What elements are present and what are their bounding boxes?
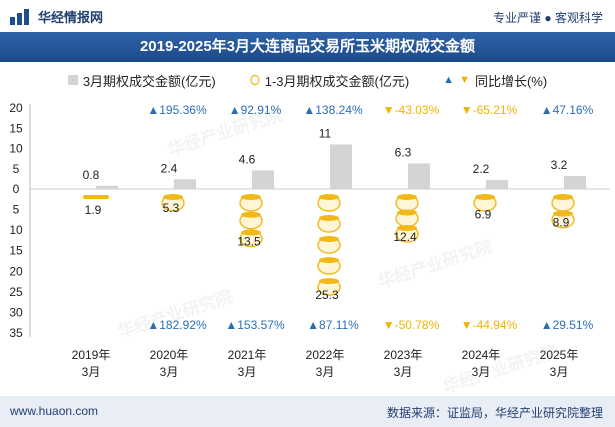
x-tick-label: 2019年 xyxy=(72,348,111,362)
x-tick-label: 3月 xyxy=(550,365,569,379)
growth-march-label: ▼-65.21% xyxy=(461,103,518,117)
x-tick-label: 2024年 xyxy=(462,348,501,362)
x-tick-label: 3月 xyxy=(472,365,491,379)
triangle-up-icon: ▲ xyxy=(443,74,455,86)
footer: www.huaon.com 数据来源：证监局，华经产业研究院整理 xyxy=(0,396,615,427)
y-tick-label: 10 xyxy=(9,223,23,237)
coin-mark xyxy=(161,194,185,212)
bar-value-label: 2.4 xyxy=(161,161,178,175)
y-tick-label: 5 xyxy=(13,162,20,176)
y-tick-label: 25 xyxy=(9,285,23,299)
brand[interactable]: 华经情报网 xyxy=(10,7,103,26)
coin-mark xyxy=(317,194,341,212)
chart-canvas: 20 15 10 5 0 5 10 15 20 25 30 35 0.8 1.9 2019年 3月 2.4 5.3… xyxy=(9,101,610,379)
legend-bar: 3月期权成交金额(亿元) xyxy=(67,70,216,90)
coin-mark xyxy=(317,257,341,275)
x-tick-label: 3月 xyxy=(394,365,413,379)
brand-name: 华经情报网 xyxy=(38,10,104,25)
coin-mark xyxy=(395,194,419,212)
legend-coin: 1-3月期权成交金额(亿元) xyxy=(250,70,409,90)
coin-icon xyxy=(250,75,260,85)
slogan: 专业严谨 ● 客观科学 xyxy=(493,11,603,25)
x-tick-label: 3月 xyxy=(238,365,257,379)
y-tick-label: 35 xyxy=(9,326,23,340)
legend: 3月期权成交金额(亿元) 1-3月期权成交金额(亿元) ▲ ▼ 同比增长(%) xyxy=(0,70,615,90)
coin-mark xyxy=(317,278,341,296)
bar-value-label: 4.6 xyxy=(239,152,256,166)
y-tick-label: 10 xyxy=(9,142,23,156)
coin-mark xyxy=(395,225,419,243)
y-tick-label: 20 xyxy=(9,101,23,115)
coin-value-label: 13.5 xyxy=(237,235,261,249)
legend-coin-label: 1-3月期权成交金额(亿元) xyxy=(264,73,410,89)
bar-value-label: 6.3 xyxy=(395,145,412,159)
growth-q1-label: ▲87.11% xyxy=(307,318,359,332)
bar-march xyxy=(96,185,118,189)
coin-value-label: 5.3 xyxy=(163,201,180,215)
top-bar: 华经情报网 专业严谨 ● 客观科学 xyxy=(0,0,615,32)
growth-q1-label: ▼-44.94% xyxy=(461,318,518,332)
growth-q1-label: ▲153.57% xyxy=(225,318,285,332)
y-tick-label: 20 xyxy=(9,264,23,278)
coin-mark xyxy=(239,194,263,212)
growth-q1-label: ▼-50.78% xyxy=(383,318,440,332)
triangle-down-icon: ▼ xyxy=(459,74,470,86)
legend-bar-label: 3月期权成交金额(亿元) xyxy=(82,73,216,89)
coin-mark xyxy=(551,194,575,212)
bar-march xyxy=(330,144,352,189)
y-tick-label: 15 xyxy=(9,244,23,258)
legend-growth: ▲ ▼ 同比增长(%) xyxy=(443,70,547,90)
y-tick-label: 0 xyxy=(13,182,20,196)
growth-q1-label: ▲182.92% xyxy=(147,318,207,332)
growth-march-label: ▲47.16% xyxy=(541,103,594,117)
site-link[interactable]: www.huaon.com xyxy=(10,404,99,418)
bar-value-label: 11 xyxy=(319,126,332,140)
x-tick-label: 2022年 xyxy=(306,348,345,362)
bar-march xyxy=(174,179,196,189)
x-tick-label: 2025年 xyxy=(540,348,579,362)
chart-title: 2019-2025年3月大连商品交易所玉米期权成交金额 xyxy=(0,32,615,62)
bar-value-label: 3.2 xyxy=(551,158,568,172)
coin-value-label: 6.9 xyxy=(475,207,492,221)
growth-march-label: ▼-43.03% xyxy=(383,103,440,117)
bar-march xyxy=(408,163,430,189)
coin-mark xyxy=(317,236,341,254)
coin-mark xyxy=(473,194,497,212)
coin-value-label: 1.9 xyxy=(85,203,102,217)
legend-growth-label: 同比增长(%) xyxy=(474,73,548,89)
coin-value-label: 25.3 xyxy=(315,288,339,302)
x-tick-label: 3月 xyxy=(316,365,335,379)
coin-mark xyxy=(551,210,575,229)
coin-mark xyxy=(395,209,419,228)
x-tick-label: 3月 xyxy=(82,365,101,379)
coin-mark xyxy=(317,215,341,233)
growth-march-label: ▲195.36% xyxy=(147,103,207,117)
data-source: 数据来源：证监局，华经产业研究院整理 xyxy=(386,406,603,420)
coin-mark xyxy=(239,211,263,230)
bar-value-label: 0.8 xyxy=(83,168,100,182)
y-tick-label: 30 xyxy=(9,305,23,319)
bar-logo-icon xyxy=(10,8,32,25)
x-tick-label: 3月 xyxy=(160,365,179,379)
bar-value-label: 2.2 xyxy=(473,162,490,176)
y-tick-label: 15 xyxy=(9,121,23,135)
bar-march xyxy=(252,170,274,189)
bar-march xyxy=(564,176,586,189)
growth-march-label: ▲138.24% xyxy=(303,103,363,117)
bar-march xyxy=(486,180,508,189)
coin-mark xyxy=(83,195,109,199)
y-tick-label: 5 xyxy=(13,203,20,217)
coin-mark xyxy=(239,229,263,248)
x-tick-label: 2023年 xyxy=(384,348,423,362)
x-tick-label: 2021年 xyxy=(228,348,267,362)
growth-q1-label: ▲29.51% xyxy=(541,318,594,332)
growth-march-label: ▲92.91% xyxy=(229,103,282,117)
coin-value-label: 12.4 xyxy=(393,230,417,244)
coin-value-label: 8.9 xyxy=(553,216,570,230)
bar-swatch xyxy=(67,75,78,85)
x-tick-label: 2020年 xyxy=(150,348,189,362)
